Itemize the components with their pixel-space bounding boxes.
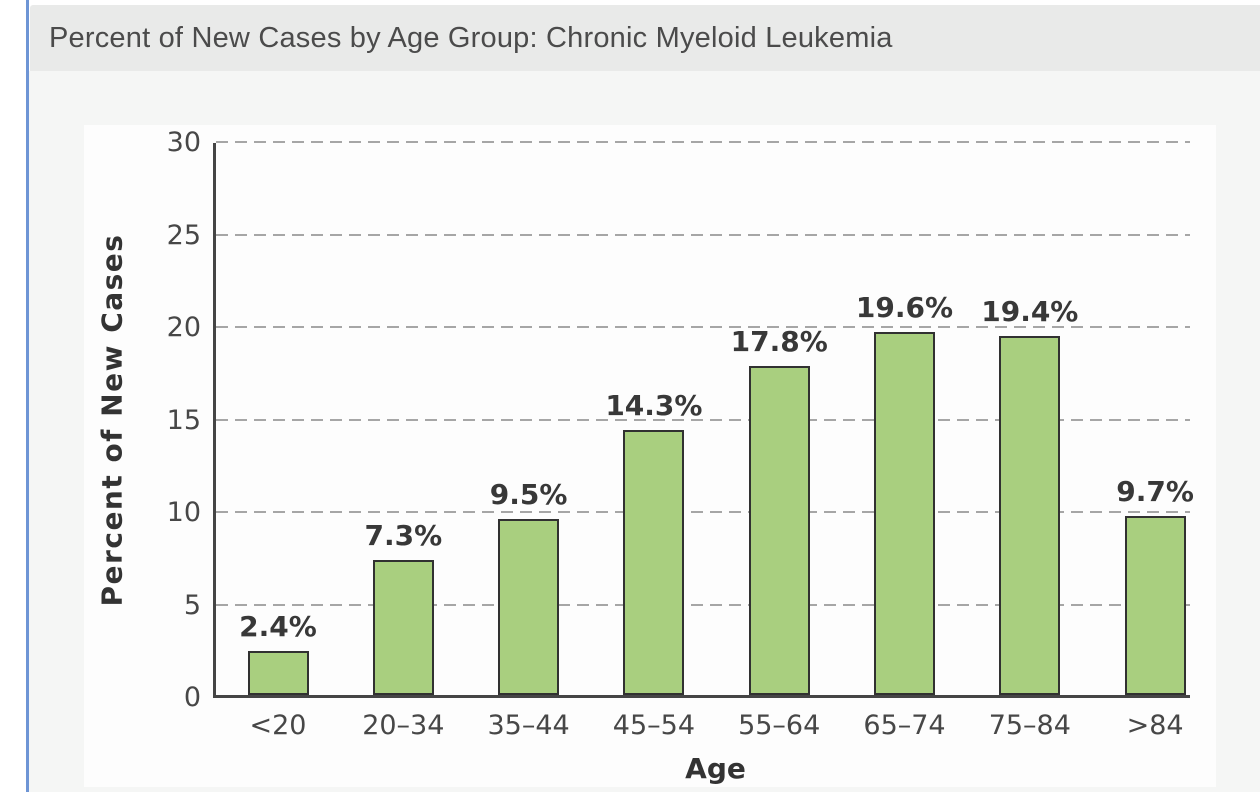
bar (372, 559, 434, 695)
y-tick-label: 5 (183, 589, 201, 621)
x-tick-label: 35–44 (487, 710, 570, 741)
bar (999, 336, 1061, 695)
y-tick-label: 20 (166, 312, 201, 343)
x-tick-label: >84 (1126, 710, 1184, 741)
bar-value-label: 19.4% (981, 295, 1079, 329)
x-tick-label: <20 (249, 710, 307, 741)
header-bar: Percent of New Cases by Age Group: Chron… (30, 5, 1260, 71)
page-title: Percent of New Cases by Age Group: Chron… (49, 21, 893, 54)
y-tick-label: 10 (166, 497, 201, 528)
chart-card: Percent of New Cases 2.4% 7.3% 9.5% 14.3% 17… (84, 125, 1216, 787)
y-tick-label: 15 (166, 404, 201, 436)
x-tick-label: 65–74 (863, 710, 946, 741)
bar (874, 332, 935, 695)
bar-value-label: 19.6% (855, 291, 954, 325)
bar-value-label: 14.3% (605, 389, 703, 423)
bar (748, 365, 810, 695)
x-tick-label: 45–54 (612, 710, 695, 741)
bar (247, 650, 309, 695)
bar (498, 519, 560, 695)
bar-value-label: 9.5% (489, 478, 568, 512)
bar-value-label: 9.7% (1116, 474, 1194, 508)
x-tick-label: 75–84 (988, 710, 1071, 741)
gridline (216, 141, 1190, 143)
bar-value-label: 7.3% (364, 518, 443, 552)
bar (623, 430, 685, 695)
plot-area: 2.4% 7.3% 9.5% 14.3% 17.8% 19.6% 19.4% 9.7% (213, 141, 1194, 698)
gridline (216, 603, 1190, 606)
x-tick-label: 55–64 (738, 710, 821, 741)
bar-value-label: 17.8% (730, 324, 828, 358)
bar (1124, 515, 1186, 695)
x-tick-label: 20–34 (362, 710, 445, 741)
gridline (216, 326, 1190, 328)
gridline (216, 418, 1190, 421)
gridline (216, 233, 1190, 236)
y-tick-label: 25 (166, 219, 201, 251)
bar-value-label: 2.4% (239, 609, 317, 643)
y-tick-label: 0 (183, 682, 201, 713)
gridline (216, 511, 1190, 513)
accent-line (26, 0, 29, 792)
y-tick-label: 30 (166, 127, 201, 158)
x-axis-title: Age (685, 752, 746, 785)
